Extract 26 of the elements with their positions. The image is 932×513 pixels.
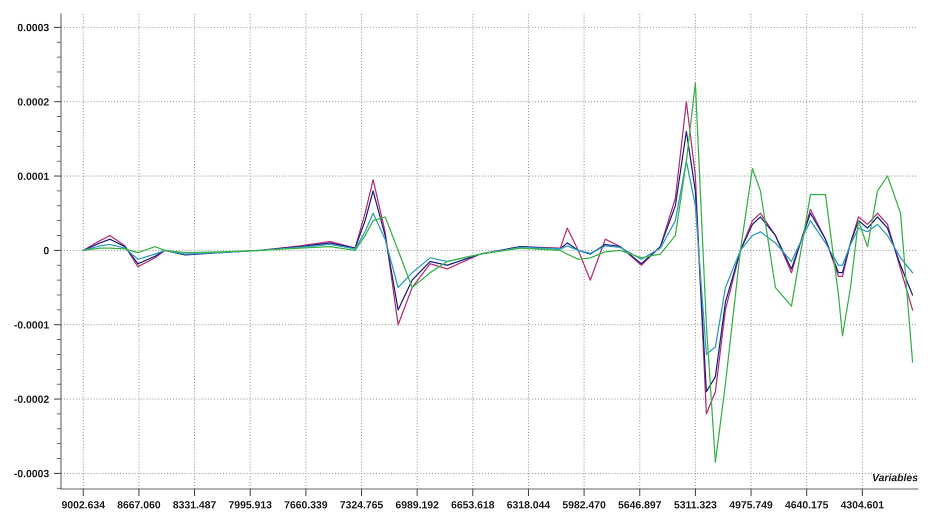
x-tick-label: 6318.044 [507,501,550,508]
y-tick-label: 0 [44,246,49,254]
x-tick-label: 8667.060 [118,501,160,508]
x-tick-label: 5646.897 [618,501,662,508]
x-tick-label: 7660.339 [284,501,328,508]
x-tick-label: 7995.913 [228,501,272,508]
y-tick-label: 0.0001 [18,172,49,180]
line-series [82,160,914,356]
line-series [82,130,914,392]
y-tick-label: 0.0003 [18,24,49,32]
line-series [82,82,914,463]
x-tick-label: 4304.601 [840,501,884,508]
y-tick-label: -0.0003 [14,470,49,478]
x-tick-label: 5311.323 [674,501,716,508]
x-tick-label: 6653.618 [451,501,494,508]
y-tick-label: 0.0002 [18,98,49,106]
x-tick-label: 7324.765 [340,501,383,508]
x-tick-label: 4640.175 [785,501,828,508]
x-tick-label: 4975.749 [729,501,772,508]
y-tick-label: -0.0001 [14,321,49,329]
x-tick-label: 6989.192 [396,501,438,508]
y-tick-label: -0.0002 [14,396,49,403]
x-tick-label: 8331.487 [173,501,216,508]
x-axis-title: Variables [872,474,918,482]
x-tick-label: 5982.470 [562,501,606,508]
x-tick-label: 9002.634 [62,501,105,508]
